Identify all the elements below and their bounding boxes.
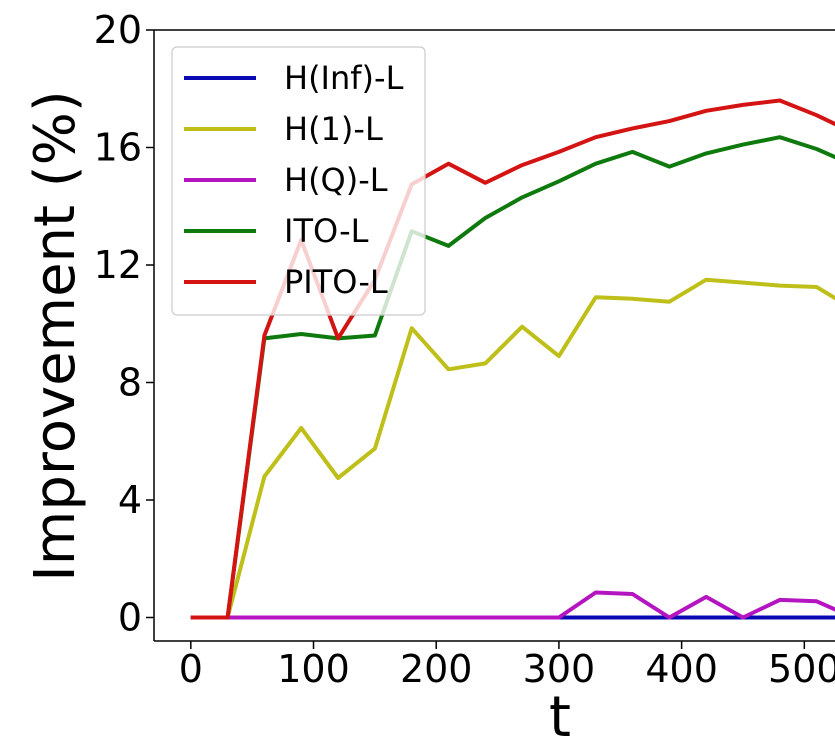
axes: 0 100 200 300 400 500 0 4 8 12 16 20 xyxy=(94,8,835,691)
x-tick-label: 200 xyxy=(400,647,473,691)
legend-box xyxy=(171,46,426,316)
series-line-3 xyxy=(190,590,835,620)
y-tick-label: 4 xyxy=(118,478,142,522)
y-tick-label: 8 xyxy=(118,361,142,405)
legend: H(Inf)-L H(1)-L H(Q)-L ITO-L PITO-L xyxy=(171,46,426,316)
legend-label: H(Q)-L xyxy=(284,161,388,199)
legend-label: H(1)-L xyxy=(284,110,383,148)
x-tick-label: 100 xyxy=(277,647,350,691)
x-axis-title: t xyxy=(549,685,571,746)
y-tick-label: 12 xyxy=(94,243,142,287)
y-tick-label: 0 xyxy=(118,596,142,640)
x-tick-label: 300 xyxy=(523,647,596,691)
legend-label: ITO-L xyxy=(284,212,369,250)
x-tick-label: 400 xyxy=(645,647,718,691)
legend-label: PITO-L xyxy=(284,263,388,301)
x-tick-label: 0 xyxy=(179,647,203,691)
y-tick-label: 16 xyxy=(94,126,142,170)
legend-label: H(Inf)-L xyxy=(284,59,404,97)
y-tick-label: 20 xyxy=(94,8,142,52)
series-line-4 xyxy=(190,135,835,620)
y-axis-title: Improvement (%) xyxy=(23,90,88,581)
series-line-2 xyxy=(190,277,835,620)
x-tick-label: 500 xyxy=(768,647,835,691)
